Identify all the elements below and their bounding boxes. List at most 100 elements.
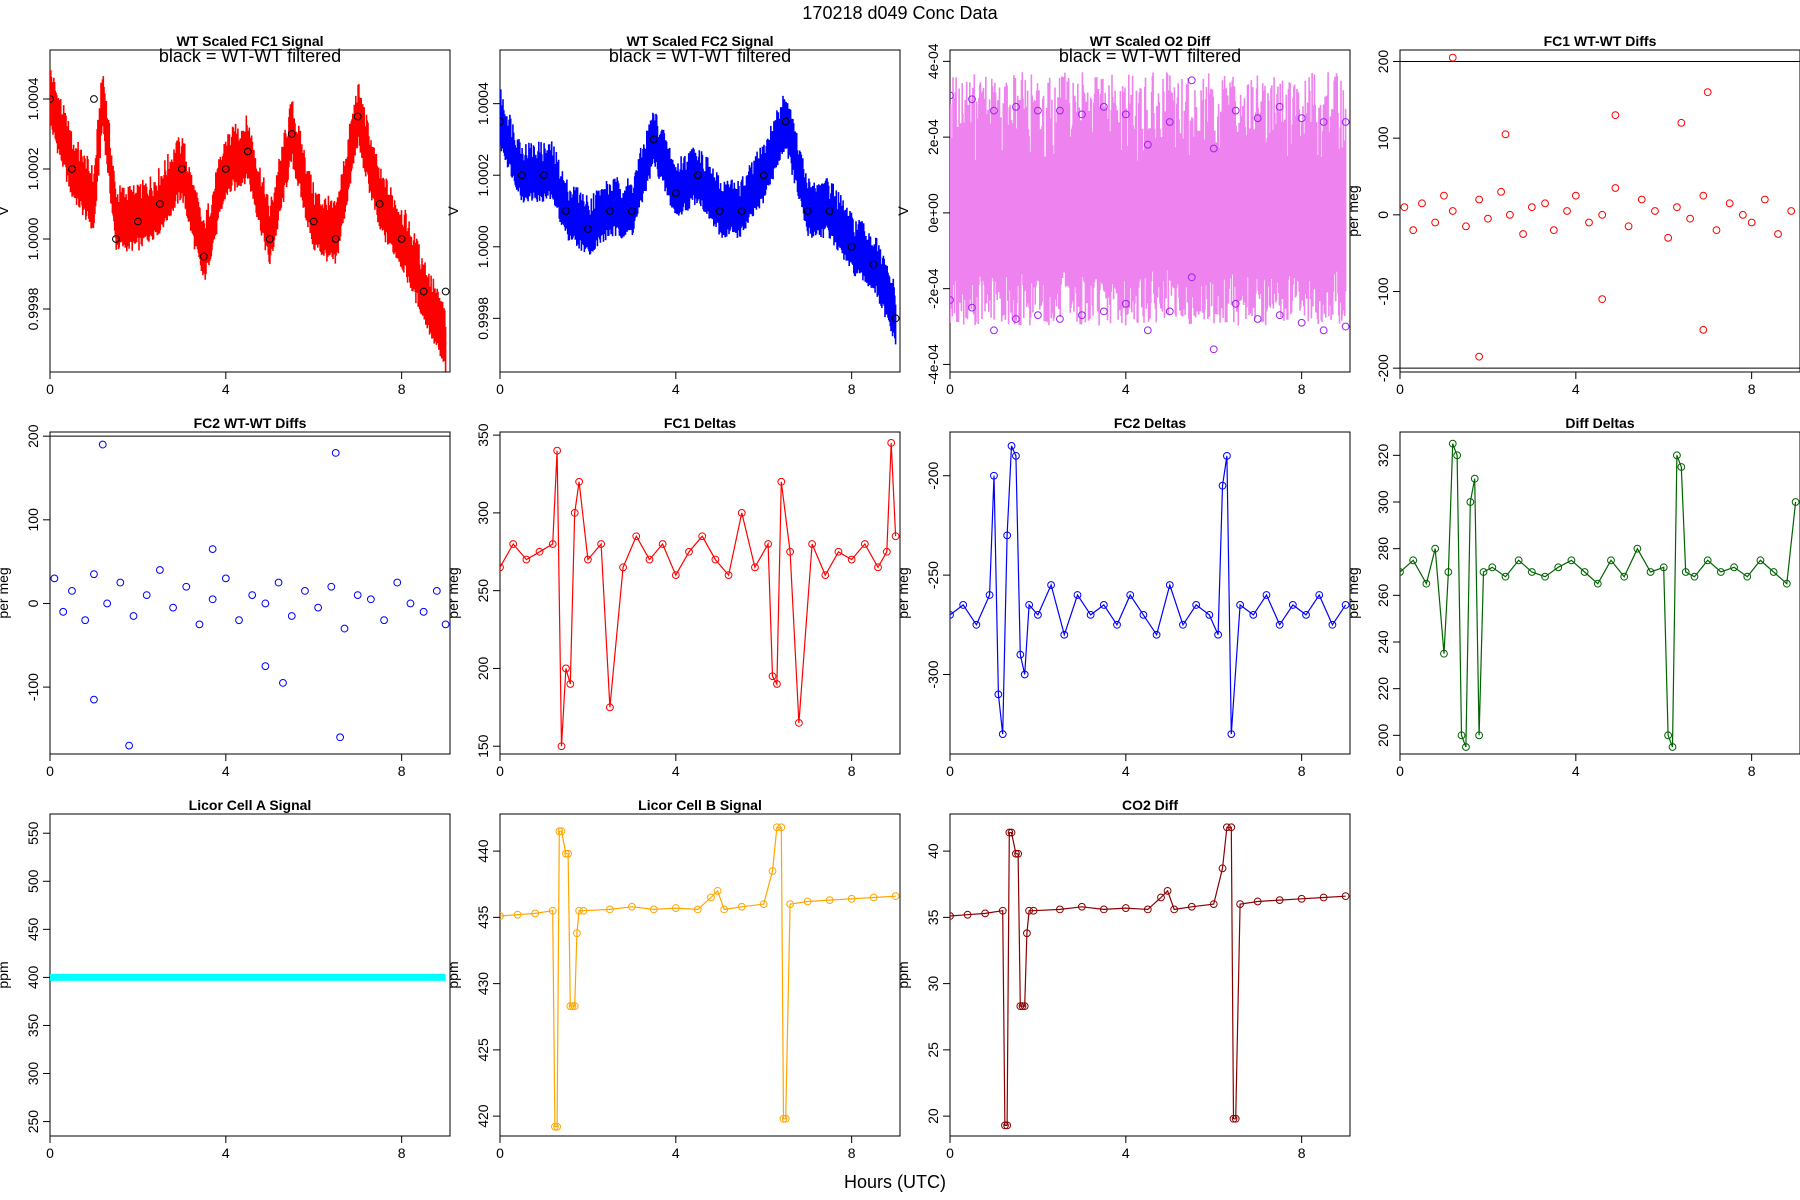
data-point <box>720 905 729 914</box>
data-point <box>1448 439 1457 448</box>
data-point <box>1791 498 1800 506</box>
data-point <box>1787 207 1796 215</box>
data-point <box>1743 572 1752 581</box>
y-tick-label: 500 <box>25 869 41 893</box>
plot-area <box>950 442 1350 739</box>
data-point <box>568 1002 577 1011</box>
data-point <box>777 823 786 832</box>
data-point <box>779 1114 788 1123</box>
data-point <box>1409 556 1418 565</box>
data-point <box>950 296 954 304</box>
data-point <box>1297 318 1306 327</box>
y-tick-label: 1.0000 <box>475 225 491 268</box>
plot-area <box>50 435 450 750</box>
data-point <box>645 555 654 564</box>
data-point <box>1448 207 1457 215</box>
data-point <box>605 207 614 215</box>
data-point <box>882 547 891 556</box>
data-point <box>1567 556 1576 565</box>
data-point <box>1223 451 1231 460</box>
x-tick-label: 0 <box>1396 381 1404 397</box>
data-point <box>50 95 54 103</box>
x-tick-label: 4 <box>222 763 230 779</box>
data-point <box>619 563 627 572</box>
y-axis-label: per meg <box>445 567 461 618</box>
data-point <box>500 912 504 920</box>
x-tick-label: 8 <box>1298 763 1306 779</box>
y-tick-label: 300 <box>1375 490 1391 514</box>
data-point <box>1315 591 1324 599</box>
y-axis-label: per meg <box>0 567 11 618</box>
data-point <box>564 849 573 858</box>
y-tick-label: 300 <box>475 501 491 525</box>
x-tick-label: 8 <box>848 763 856 779</box>
x-tick-label: 0 <box>496 1145 504 1161</box>
data-point <box>1143 140 1152 149</box>
data-point <box>112 235 120 243</box>
panel-title: Diff Deltas <box>1565 415 1634 431</box>
data-point <box>513 910 522 919</box>
data-point <box>1760 195 1769 204</box>
data-point <box>1012 451 1020 460</box>
data-point <box>1231 299 1240 308</box>
data-point <box>98 440 107 449</box>
y-tick-label: 430 <box>475 972 491 996</box>
y-tick-label: 425 <box>475 1038 491 1062</box>
data-point <box>1179 620 1187 629</box>
data-point <box>1475 731 1484 740</box>
series-band <box>950 72 1347 326</box>
data-point <box>1681 568 1690 576</box>
data-point <box>1457 731 1466 740</box>
y-tick-label: 1.0002 <box>475 154 491 197</box>
y-tick-label: -300 <box>925 660 941 688</box>
series-line <box>950 826 1346 1126</box>
y-tick-label: -200 <box>1375 354 1391 382</box>
data-point <box>1677 118 1686 127</box>
y-tick-label: 100 <box>1375 126 1391 150</box>
panel-annotation: black = WT-WT filtered <box>159 46 341 66</box>
data-point <box>972 620 981 629</box>
y-axis-label: V <box>895 206 911 216</box>
data-point <box>1418 199 1426 208</box>
data-point <box>1297 894 1306 903</box>
series-line <box>500 826 896 1128</box>
y-tick-label: 550 <box>25 821 41 845</box>
data-point <box>1099 905 1108 914</box>
x-tick-label: 0 <box>496 381 504 397</box>
data-point <box>1187 902 1196 911</box>
y-tick-label: 320 <box>1375 443 1391 467</box>
y-tick-label: 100 <box>25 508 41 532</box>
series-line <box>950 445 1347 735</box>
data-point <box>1099 102 1108 111</box>
panel-title: FC1 Deltas <box>664 415 737 431</box>
y-tick-label: 25 <box>925 1042 941 1058</box>
panel-title: FC2 WT-WT Diffs <box>194 415 307 431</box>
data-point <box>309 217 318 226</box>
data-point <box>59 607 68 616</box>
y-axis-label: V <box>0 206 11 216</box>
data-point <box>584 555 592 564</box>
data-point <box>605 905 614 914</box>
data-point <box>301 587 309 595</box>
data-point <box>1712 226 1721 235</box>
data-point <box>658 540 667 548</box>
panel-annotation: black = WT-WT filtered <box>609 46 791 66</box>
data-point <box>1341 892 1350 901</box>
data-point <box>90 95 98 103</box>
data-point <box>1703 556 1712 565</box>
data-point <box>963 910 972 919</box>
y-tick-label: 20 <box>925 1108 941 1124</box>
data-point <box>261 599 270 608</box>
data-point <box>1012 849 1020 858</box>
panel-title: CO2 Diff <box>1122 797 1178 813</box>
y-tick-label: 0.9998 <box>475 297 491 340</box>
data-point <box>1275 311 1284 320</box>
data-point <box>235 616 243 625</box>
data-point <box>1598 210 1607 219</box>
data-point <box>713 886 722 895</box>
y-tick-label: 240 <box>1375 630 1391 654</box>
data-point <box>1462 222 1470 231</box>
x-tick-label: 0 <box>46 1145 54 1161</box>
y-tick-label: 40 <box>925 843 941 859</box>
